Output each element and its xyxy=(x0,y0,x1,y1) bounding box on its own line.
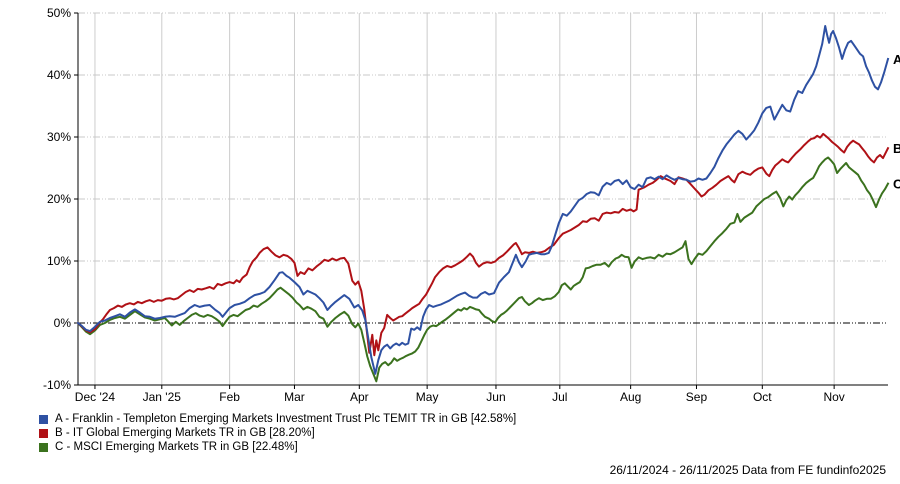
x-tick-label: Mar xyxy=(284,390,305,404)
x-tick-label: Sep xyxy=(686,390,708,404)
y-tick-label: 0% xyxy=(54,316,72,330)
y-tick-label: 30% xyxy=(47,130,71,144)
legend-swatch-icon xyxy=(39,428,48,438)
x-tick-label: Apr xyxy=(350,390,369,404)
y-tick-label: 10% xyxy=(47,254,71,268)
chart-svg: -10% 0% 10% 20% 30% 40% 50% Dec '24 Jan '25 Feb Ma… xyxy=(43,6,900,404)
legend-label: A - Franklin - Templeton Emerging Market… xyxy=(55,413,517,425)
y-tick-label: 50% xyxy=(47,6,71,20)
legend-swatch-icon xyxy=(39,414,48,424)
x-tick-label: Dec '24 xyxy=(75,390,116,404)
x-tick-label: Oct xyxy=(753,390,772,404)
series-end-label-a: A xyxy=(893,52,900,67)
series-line-a xyxy=(76,25,890,375)
y-tick-label: 40% xyxy=(47,68,71,82)
y-tick-label: 20% xyxy=(47,192,71,206)
performance-chart: -10% 0% 10% 20% 30% 40% 50% Dec '24 Jan '25 Feb Ma… xyxy=(43,6,900,404)
x-tick-label: Aug xyxy=(620,390,641,404)
series-line-b xyxy=(76,132,890,357)
series-end-label-c: C xyxy=(893,177,900,192)
legend-item-c: C - MSCI Emerging Markets TR in GB [22.4… xyxy=(39,440,516,454)
y-tick-label: -10% xyxy=(43,378,71,392)
legend-item-a: A - Franklin - Templeton Emerging Market… xyxy=(39,412,516,426)
x-tick-label: Jun xyxy=(486,390,505,404)
legend-label: B - IT Global Emerging Markets TR in GB … xyxy=(55,427,315,439)
series-end-label-b: B xyxy=(893,141,900,156)
series-line-c xyxy=(76,156,890,383)
legend-item-b: B - IT Global Emerging Markets TR in GB … xyxy=(39,426,516,440)
x-tick-label: May xyxy=(416,390,439,404)
x-tick-label: Jan '25 xyxy=(143,390,182,404)
date-range-source-text: 26/11/2024 - 26/11/2025 Data from FE fun… xyxy=(609,463,886,477)
x-tick-label: Nov xyxy=(823,390,844,404)
legend-label: C - MSCI Emerging Markets TR in GB [22.4… xyxy=(55,441,298,453)
legend-swatch-icon xyxy=(39,442,48,452)
x-tick-label: Jul xyxy=(552,390,567,404)
legend: A - Franklin - Templeton Emerging Market… xyxy=(39,412,516,454)
x-tick-label: Feb xyxy=(219,390,240,404)
